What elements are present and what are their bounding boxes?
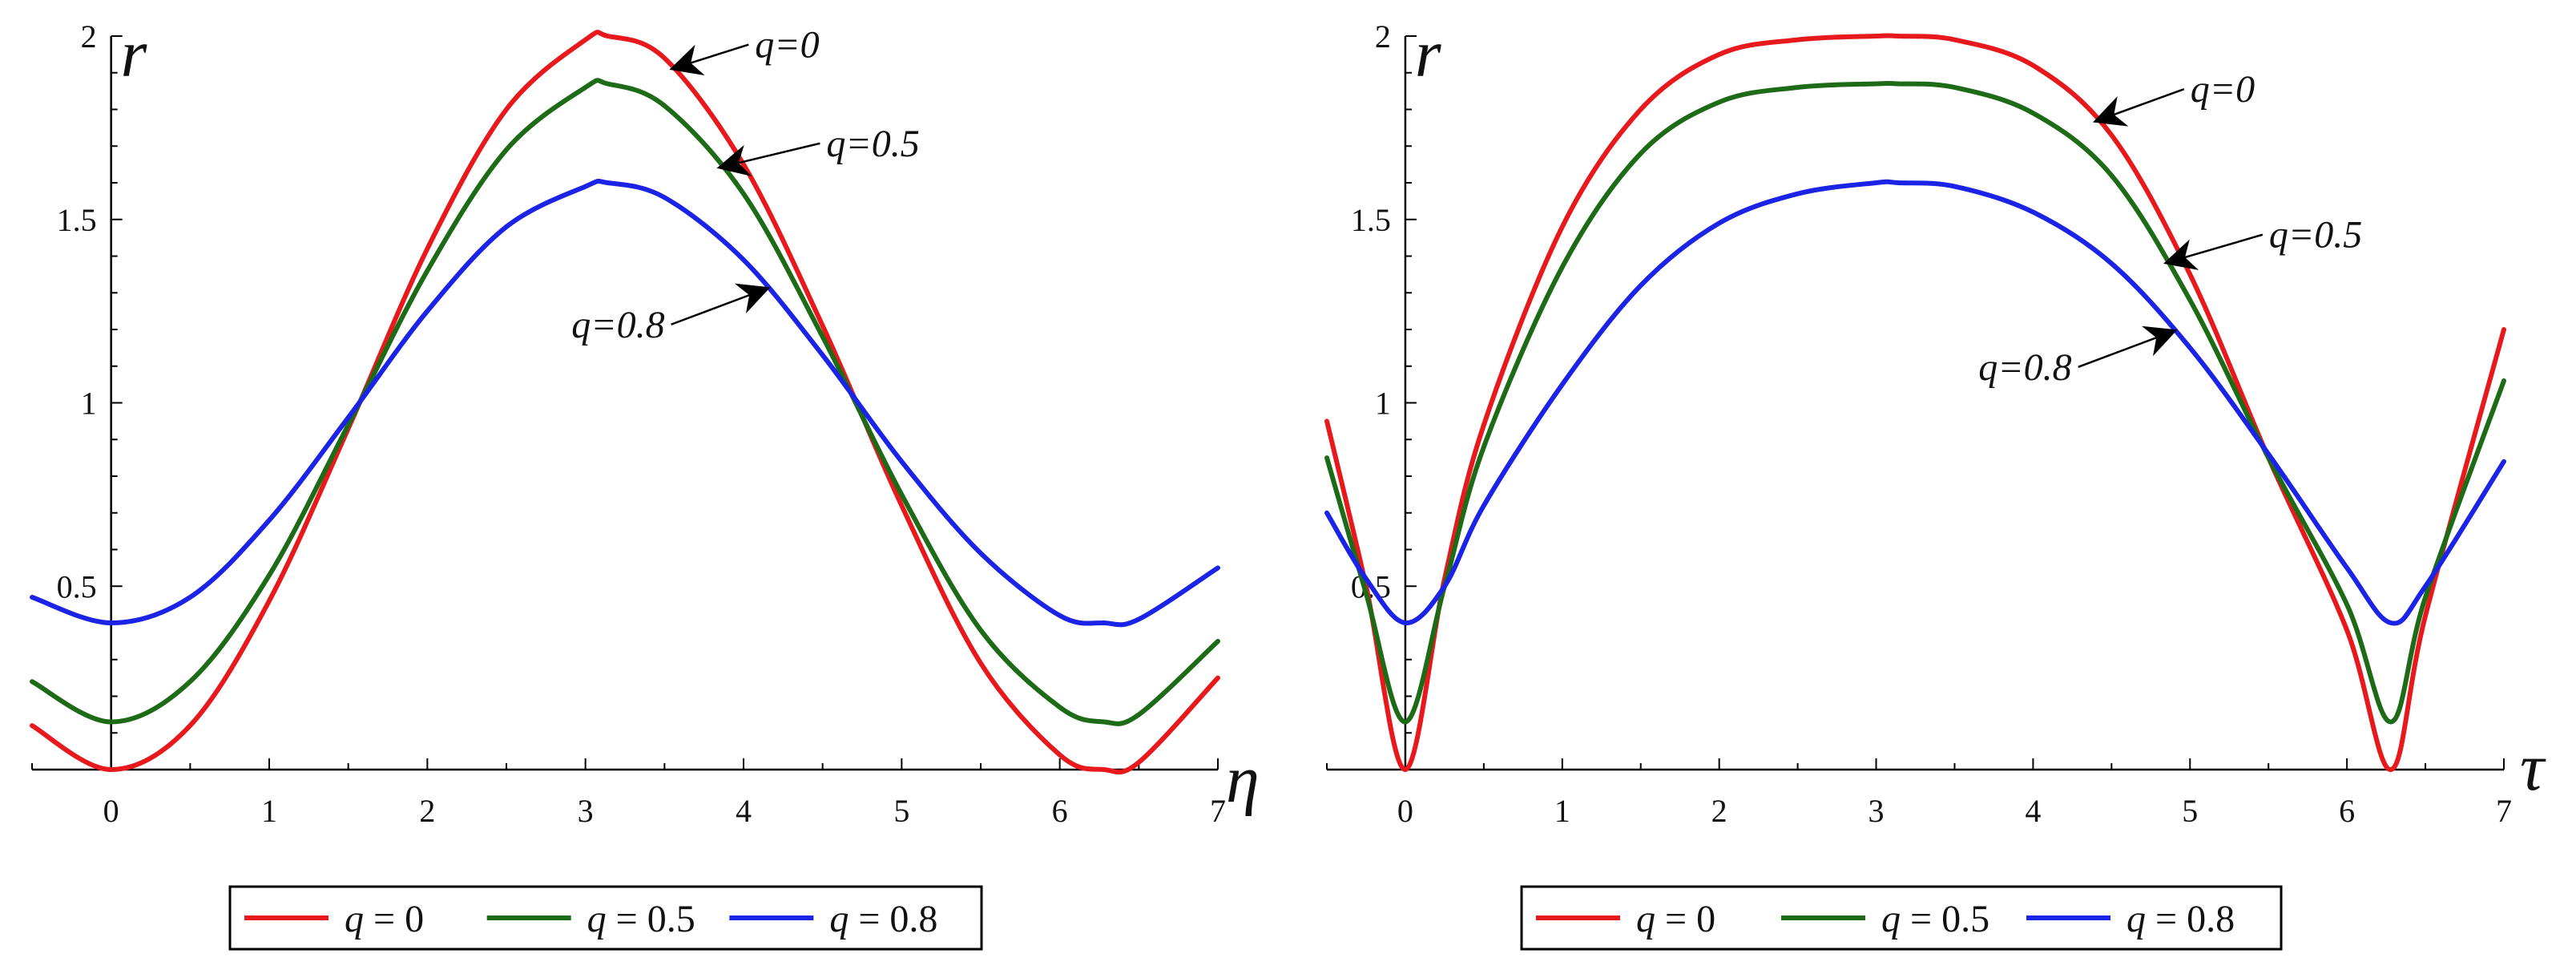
legend-label: q = 0 [345,898,424,940]
legend-label: q = 0.5 [1881,898,1989,940]
y-tick-label: 1.5 [57,202,97,238]
x-tick-label: 7 [1210,793,1226,829]
y-tick-label: 1 [81,386,97,422]
legend-value: = 0 [364,898,424,940]
x-tick-label: 1 [261,793,277,829]
legend-value: = 0.8 [849,898,937,940]
x-tick-label: 3 [578,793,594,829]
legend-var: q [1881,898,1901,940]
y-tick-label: 2 [81,18,97,55]
legend-value: = 0 [1655,898,1715,940]
series-line-2 [1324,80,2506,725]
legend-value: = 0.5 [607,898,695,940]
legend-value: = 0.8 [2146,898,2235,940]
x-tick-label: 7 [2496,793,2512,829]
annotation-label: q=0.8 [1978,346,2071,389]
legend-box [1520,885,2283,951]
annotation-arrow [2092,87,2185,127]
legend-label: q = 0 [1636,898,1715,940]
annotation-label: q=0.8 [571,304,664,346]
y-axis-label: r [1415,17,1441,91]
annotation-label: q=0.5 [826,123,919,165]
x-tick-label: 6 [1052,793,1068,829]
x-tick-label: 2 [419,793,435,829]
legend-value: = 0.5 [1901,898,1989,940]
y-axis-label: r [121,17,147,91]
annotation-arrow [669,43,749,75]
y-tick-label: 0.5 [57,568,97,604]
legend-var: q [829,898,849,940]
x-tick-label: 1 [1554,793,1570,829]
x-tick-label: 5 [893,793,909,829]
annotation-arrow [716,142,820,176]
legend-label: q = 0.5 [587,898,695,940]
x-tick-label: 5 [2182,793,2198,829]
series-line-2 [30,78,1220,726]
annotation-arrow [2163,233,2264,270]
x-tick-label: 3 [1869,793,1885,829]
series-line-3 [1324,179,2506,626]
y-tick-label: 1.5 [1351,202,1391,238]
annotation-arrow [671,283,771,325]
y-tick-label: 1 [1375,386,1391,422]
annotation-arrow [2078,325,2178,369]
legend-var: q [345,898,364,940]
y-tick-label: 2 [1375,18,1391,55]
x-tick-label: 0 [1397,793,1413,829]
x-tick-label: 2 [1711,793,1727,829]
x-tick-label: 4 [736,793,752,829]
annotation-label: q=0.5 [2269,214,2362,257]
x-tick-label: 6 [2339,793,2355,829]
x-axis-label: η [1226,742,1260,817]
series-line-1 [30,30,1220,775]
series-line-3 [30,178,1220,628]
x-tick-label: 0 [103,793,119,829]
legend-box [228,885,983,951]
x-axis-label: τ [2520,730,2546,805]
legend-var: q [2127,898,2146,940]
x-tick-label: 4 [2025,793,2041,829]
annotation-label: q=0 [2191,68,2255,111]
annotation-label: q=0 [755,24,819,67]
legend-label: q = 0.8 [2127,898,2235,940]
legend-label: q = 0.8 [829,898,937,940]
legend-var: q [587,898,607,940]
legend-var: q [1636,898,1655,940]
